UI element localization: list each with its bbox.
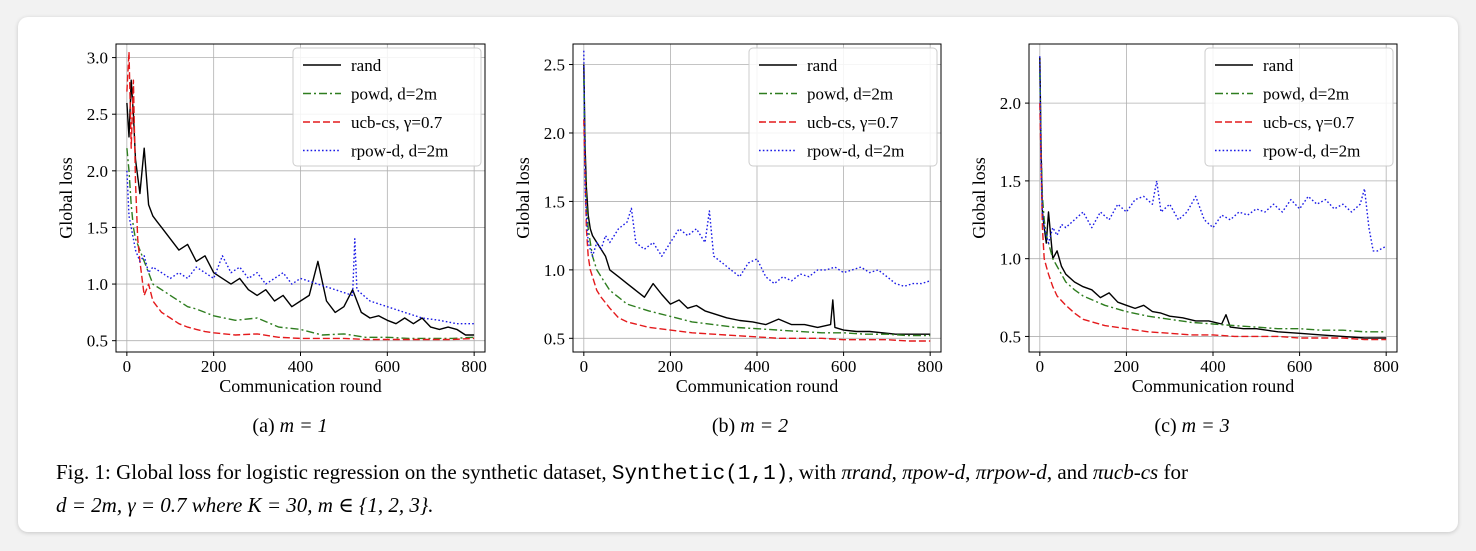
series-line-1 bbox=[583, 78, 931, 337]
caption-with: , with bbox=[788, 460, 837, 484]
x-tick-label: 200 bbox=[1114, 357, 1140, 376]
y-tick-label: 0.5 bbox=[1000, 327, 1021, 346]
y-tick-label: 2.0 bbox=[87, 162, 108, 181]
y-tick-label: 1.5 bbox=[1000, 172, 1021, 191]
legend-box bbox=[1204, 47, 1394, 167]
figure-caption: Fig. 1: Global loss for logistic regress… bbox=[56, 460, 1188, 517]
x-tick-label: 200 bbox=[658, 357, 684, 376]
caption-for: for bbox=[1163, 460, 1188, 484]
x-tick-label: 0 bbox=[580, 357, 589, 376]
series-line-2 bbox=[583, 119, 931, 342]
y-tick-label: 1.0 bbox=[87, 275, 108, 294]
x-tick-label: 400 bbox=[744, 357, 770, 376]
legend-label-3: rpow-d, d=2m bbox=[351, 142, 448, 161]
x-tick-label: 600 bbox=[375, 357, 401, 376]
legend-label-2: ucb-cs, γ=0.7 bbox=[1263, 113, 1355, 132]
legend-label-1: powd, d=2m bbox=[807, 85, 893, 104]
caption-pi-rand: πrand bbox=[841, 460, 892, 484]
chart-panel-c: 0 200 400 600 800 0.5 1.0 1.5 2.0 Communication r… bbox=[969, 43, 1399, 396]
y-tick-label: 2.0 bbox=[1000, 94, 1021, 113]
chart-panel-a: 0 200 400 600 800 0.5 1.0 1.5 2.0 2.5 3.0 Communica… bbox=[56, 43, 487, 396]
subcaption-a-prefix: (a) bbox=[252, 415, 275, 437]
series-line-0 bbox=[126, 79, 475, 336]
legend: rand powd, d=2m ucb-cs, γ=0.7 rpow-d, d=2m bbox=[1204, 47, 1394, 167]
x-tick-label: 800 bbox=[917, 357, 943, 376]
y-tick-label: 3.0 bbox=[87, 49, 108, 68]
caption-pi-powd: πpow-d bbox=[902, 460, 966, 484]
caption-prefix: Fig. 1: Global loss for logistic regress… bbox=[56, 460, 607, 484]
y-tick-label: 0.5 bbox=[544, 329, 565, 348]
subcaption-a: (a) m = 1 bbox=[252, 415, 327, 438]
x-axis-label: Communication round bbox=[219, 376, 381, 396]
x-tick-label: 800 bbox=[461, 357, 487, 376]
y-axis-label: Global loss bbox=[969, 157, 989, 239]
series-line-2 bbox=[1039, 103, 1387, 341]
caption-pi-ucbcs: πucb-cs bbox=[1092, 460, 1159, 484]
x-axis-label: Communication round bbox=[1132, 376, 1294, 396]
x-axis-label: Communication round bbox=[676, 376, 838, 396]
caption-line2: d = 2m, γ = 0.7 where K = 30, m ∈ {1, 2,… bbox=[56, 493, 434, 517]
subcaption-c-prefix: (c) bbox=[1154, 415, 1177, 437]
x-tick-label: 0 bbox=[123, 357, 131, 376]
legend-label-1: powd, d=2m bbox=[1263, 85, 1349, 104]
legend-label-3: rpow-d, d=2m bbox=[1263, 142, 1360, 161]
legend-box bbox=[748, 47, 938, 167]
series-line-1 bbox=[126, 148, 475, 340]
subcaption-c: (c) m = 3 bbox=[1154, 415, 1229, 438]
y-tick-label: 0.5 bbox=[87, 332, 108, 351]
y-tick-label: 1.5 bbox=[544, 192, 565, 211]
subcaption-b: (b) m = 2 bbox=[712, 415, 788, 438]
legend-label-0: rand bbox=[1263, 56, 1294, 75]
x-tick-label: 400 bbox=[288, 357, 314, 376]
legend-label-3: rpow-d, d=2m bbox=[807, 142, 904, 161]
subcaption-b-prefix: (b) bbox=[711, 415, 736, 437]
x-tick-label: 200 bbox=[201, 357, 227, 376]
legend-label-2: ucb-cs, γ=0.7 bbox=[351, 113, 443, 132]
x-tick-label: 0 bbox=[1036, 357, 1045, 376]
x-tick-label: 800 bbox=[1373, 357, 1399, 376]
series-line-3 bbox=[1039, 56, 1387, 252]
x-tick-label: 400 bbox=[1200, 357, 1226, 376]
legend-label-0: rand bbox=[807, 56, 838, 75]
y-tick-label: 1.5 bbox=[87, 218, 108, 237]
caption-pi-rpowd: πrpow-d bbox=[975, 460, 1047, 484]
x-tick-label: 600 bbox=[831, 357, 857, 376]
caption-and: , and bbox=[1046, 460, 1088, 484]
legend-box bbox=[292, 47, 482, 167]
y-axis-label: Global loss bbox=[56, 157, 76, 239]
figure-card: 0 200 400 600 800 0.5 1.0 1.5 2.0 2.5 3.0 Communica… bbox=[18, 17, 1458, 532]
legend-label-1: powd, d=2m bbox=[351, 85, 437, 104]
subcaption-c-math: m = 3 bbox=[1181, 415, 1230, 437]
x-tick-label: 600 bbox=[1287, 357, 1313, 376]
subcaption-b-math: m = 2 bbox=[740, 415, 789, 437]
figure-panels: 0 200 400 600 800 0.5 1.0 1.5 2.0 2.5 3.0 Communica… bbox=[56, 43, 1399, 396]
y-tick-label: 1.0 bbox=[1000, 250, 1021, 269]
y-tick-label: 1.0 bbox=[544, 261, 565, 280]
y-tick-label: 2.5 bbox=[544, 56, 565, 75]
y-axis-label: Global loss bbox=[513, 157, 533, 239]
series-line-0 bbox=[1039, 56, 1387, 339]
legend-label-0: rand bbox=[351, 56, 382, 75]
y-tick-label: 2.0 bbox=[544, 124, 565, 143]
caption-dataset: Synthetic(1,1) bbox=[611, 463, 789, 486]
legend: rand powd, d=2m ucb-cs, γ=0.7 rpow-d, d=2m bbox=[748, 47, 938, 167]
legend-label-2: ucb-cs, γ=0.7 bbox=[807, 113, 899, 132]
legend: rand powd, d=2m ucb-cs, γ=0.7 rpow-d, d=2m bbox=[292, 47, 482, 167]
subcaption-a-math: m = 1 bbox=[279, 415, 328, 437]
series-line-2 bbox=[126, 51, 475, 341]
chart-panel-b: 0 200 400 600 800 0.5 1.0 1.5 2.0 2.5 Communicatio… bbox=[513, 43, 943, 396]
y-tick-label: 2.5 bbox=[87, 105, 108, 124]
